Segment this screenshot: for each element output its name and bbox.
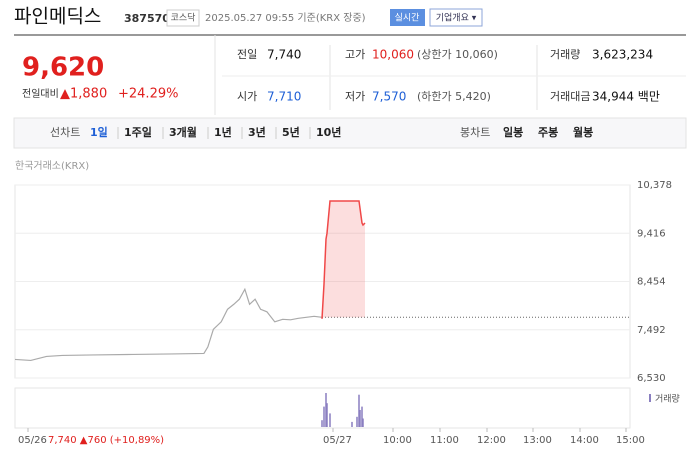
tab[interactable]: 주봉 [538,126,558,139]
volume-bar [351,421,353,427]
tab[interactable]: 1주일 [124,125,152,139]
tab[interactable]: 월봉 [573,125,593,139]
y-tick-label: 10,378 [637,180,672,191]
volume-frame [14,387,631,429]
cell-label: 고가 [345,48,365,61]
previous-day-line [14,287,323,362]
volume-bar [326,403,328,427]
volume-bar [361,406,363,427]
company[interactable]: 기업개요 ▾ [436,13,477,24]
y-tick-label: 6,530 [637,373,666,384]
x-tick-label: 11:00 [430,435,459,446]
cell-value: 7,740 [267,48,301,62]
cell-label: 거래대금 [550,90,590,103]
tab[interactable]: 일봉 [503,125,523,139]
y-tick-label: 8,454 [637,277,666,288]
cell-label: 시가 [237,90,257,103]
volume-bar [359,410,361,427]
tab[interactable]: 1년 [214,125,232,139]
tab-label: 선차트 [50,126,80,139]
today-line [321,200,366,319]
tab-label: 봉차트 [460,126,490,139]
tab[interactable]: 3년 [248,125,266,139]
tab[interactable]: 1일 [90,125,108,139]
cell-label: 저가 [345,90,365,103]
cell-value: 34,944 백만 [592,90,660,104]
cell-note: (하한가 5,420) [417,89,491,103]
volume-bar [362,418,364,427]
cell-value: 3,623,234 [592,48,653,62]
volume-bar [358,394,360,427]
volume-bar [356,416,358,427]
y-tick-label: 7,492 [637,325,666,336]
source: 한국거래소(KRX) [15,160,89,172]
realtime[interactable]: 실시간 [395,13,420,24]
today-area [322,200,365,319]
code: 387570 [124,12,170,25]
change-label: 전일대비 [22,88,59,100]
x-tick-label: 05/26 [18,435,47,446]
volume-bar [325,393,327,427]
x-tick-label: 13:00 [523,435,552,446]
volume-bar [329,413,331,427]
tab-bar [13,117,687,149]
cell-value: 7,570 [372,90,406,104]
x-tick-label: 15:00 [616,435,645,446]
tab[interactable]: 10년 [316,125,341,139]
market-badge [166,9,200,27]
x-tick-label: 05/27 [323,435,352,446]
volume-bar [323,406,325,427]
y-tick-label: 9,416 [637,228,666,239]
prev-summary: 7,740 ▲760 (+10,89%) [48,435,164,446]
volume-legend: 거래량 [655,393,680,405]
tab[interactable]: 5년 [282,125,300,139]
x-tick-label: 10:00 [383,435,412,446]
x-tick-label: 12:00 [477,435,506,446]
cell-note: (상한가 10,060) [417,48,498,61]
price: 9,620 [22,53,104,83]
change: ▲1,880 [60,87,107,102]
time: 2025.05.27 09:55 기준(KRX 장중) [205,12,366,24]
cell-label: 전일 [237,47,257,61]
market: 코스닥 [171,13,196,24]
cell-value: 10,060 [372,48,414,62]
company-button[interactable] [429,8,483,27]
x-tick-label: 14:00 [570,435,599,446]
change-rate: +24.29% [118,87,178,102]
volume-legend-mark [649,394,651,402]
tab[interactable]: 3개월 [169,125,197,139]
realtime-badge[interactable] [390,9,425,26]
cell-value: 7,710 [267,90,301,104]
title: 파인메딕스 [14,6,101,28]
volume-bar [321,420,323,427]
cell-label: 거래량 [550,48,580,61]
